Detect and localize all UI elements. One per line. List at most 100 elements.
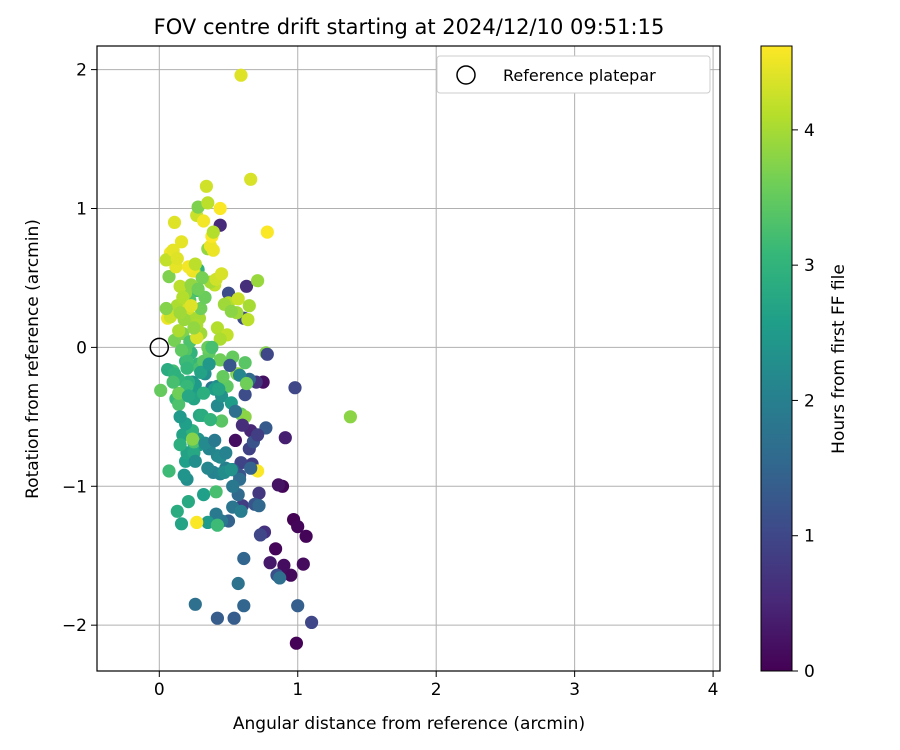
scatter-point-103 (162, 464, 176, 478)
scatter-points (154, 68, 357, 650)
scatter-point-196 (173, 306, 187, 320)
scatter-point-86 (174, 517, 189, 531)
scatter-point-173 (172, 324, 186, 338)
scatter-point-187 (201, 196, 215, 210)
scatter-point-51 (231, 576, 245, 591)
scatter-point-162 (260, 225, 274, 239)
x-tick-label-2: 2 (431, 680, 442, 700)
scatter-point-9 (296, 557, 310, 571)
scatter-point-14 (263, 556, 277, 570)
scatter-point-10 (277, 558, 291, 573)
scatter-point-54 (226, 479, 240, 493)
scatter-point-30 (221, 286, 236, 300)
scatter-point-219 (223, 358, 237, 372)
scatter-point-167 (159, 253, 173, 267)
scatter-point-174 (188, 257, 202, 271)
scatter-point-21 (252, 486, 266, 500)
scatter-point-220 (251, 428, 265, 442)
reference-marker (149, 337, 170, 358)
scatter-point-222 (235, 418, 249, 432)
scatter-point-205 (239, 376, 254, 391)
scatter-point-199 (181, 389, 195, 403)
y-tick-label-4: 2 (76, 61, 87, 81)
scatter-point-94 (173, 438, 187, 452)
x-tick-label-4: 4 (708, 680, 719, 700)
scatter-point-224 (212, 382, 226, 396)
scatter-point-82 (197, 488, 211, 502)
scatter-point-5 (269, 542, 283, 556)
colorbar: 0 1 2 3 4 Hours from first FF file (760, 45, 849, 682)
scatter-point-26 (253, 528, 267, 542)
scatter-point-193 (187, 321, 201, 335)
scatter-point-150 (199, 179, 213, 193)
scatter-point-1 (299, 529, 313, 543)
scatter-point-215 (173, 410, 187, 424)
scatter-point-43 (237, 551, 251, 566)
scatter-point-208 (215, 267, 229, 281)
scatter-point-217 (228, 404, 242, 418)
scatter-point-127 (185, 432, 200, 446)
scatter-point-56 (209, 507, 223, 521)
scatter-point-210 (184, 299, 198, 313)
y-tick-label-1: −1 (62, 477, 87, 497)
y-tick-label-2: 0 (76, 338, 87, 358)
scatter-point-195 (205, 340, 219, 354)
x-tick-label-0: 0 (154, 680, 165, 700)
colorbar-ticks: 0 1 2 3 4 (792, 121, 815, 682)
colorbar-tick-label-4: 4 (804, 121, 815, 141)
scatter-point-64 (201, 461, 215, 475)
scatter-point-28 (305, 615, 319, 630)
scatter-point-13 (271, 478, 285, 492)
scatter-point-211 (191, 282, 205, 296)
scatter-point-143 (241, 313, 255, 327)
scatter-point-206 (242, 299, 256, 313)
scatter-point-200 (194, 365, 208, 379)
scatter-point-171 (174, 343, 189, 357)
scatter-point-155 (174, 235, 189, 249)
scatter-point-109 (172, 397, 186, 411)
reference-platepar-point (149, 337, 170, 358)
scatter-point-221 (260, 347, 274, 361)
scatter-point-191 (238, 356, 252, 370)
scatter-point-50 (273, 571, 287, 585)
colorbar-gradient (760, 45, 793, 672)
scatter-point-27 (288, 381, 302, 395)
colorbar-tick-label-0: 0 (804, 662, 815, 682)
scatter-point-72 (224, 463, 238, 477)
scatter-point-57 (234, 504, 248, 518)
y-tick-label-0: −2 (62, 616, 87, 636)
scatter-point-7 (284, 568, 298, 582)
scatter-point-152 (234, 68, 248, 82)
scatter-point-114 (215, 414, 229, 428)
chart-title: FOV centre drift starting at 2024/12/10 … (154, 15, 665, 39)
scatter-point-74 (177, 468, 191, 482)
scatter-point-161 (213, 201, 227, 216)
scatter-point-225 (203, 413, 218, 427)
scatter-point-39 (227, 611, 241, 625)
scatter-point-160 (190, 515, 204, 530)
scatter-point-44 (237, 599, 251, 613)
scatter-point-89 (181, 495, 195, 509)
x-tick-label-1: 1 (292, 680, 303, 700)
scatter-point-129 (343, 410, 357, 424)
scatter-point-151 (244, 172, 258, 186)
scatter-point-92 (170, 504, 184, 518)
y-axis-label: Rotation from reference (arcmin) (23, 219, 43, 499)
scatter-point-2 (291, 520, 305, 534)
scatter-point-15 (278, 431, 292, 445)
y-axis-ticks: −2 −1 0 1 2 (62, 61, 97, 636)
scatter-point-209 (224, 304, 238, 318)
scatter-point-228 (166, 375, 180, 389)
scatter-point-121 (213, 353, 227, 367)
plot-frame (96, 45, 721, 672)
scatter-point-201 (202, 357, 216, 371)
scatter-point-213 (188, 454, 202, 468)
scatter-point-189 (213, 332, 227, 346)
scatter-point-184 (206, 243, 220, 257)
scatter-point-178 (159, 301, 173, 316)
legend-box (436, 55, 711, 94)
x-tick-label-3: 3 (569, 680, 580, 700)
scatter-point-38 (210, 611, 224, 625)
scatter-point-188 (231, 292, 245, 306)
scatter-point-226 (197, 386, 211, 400)
